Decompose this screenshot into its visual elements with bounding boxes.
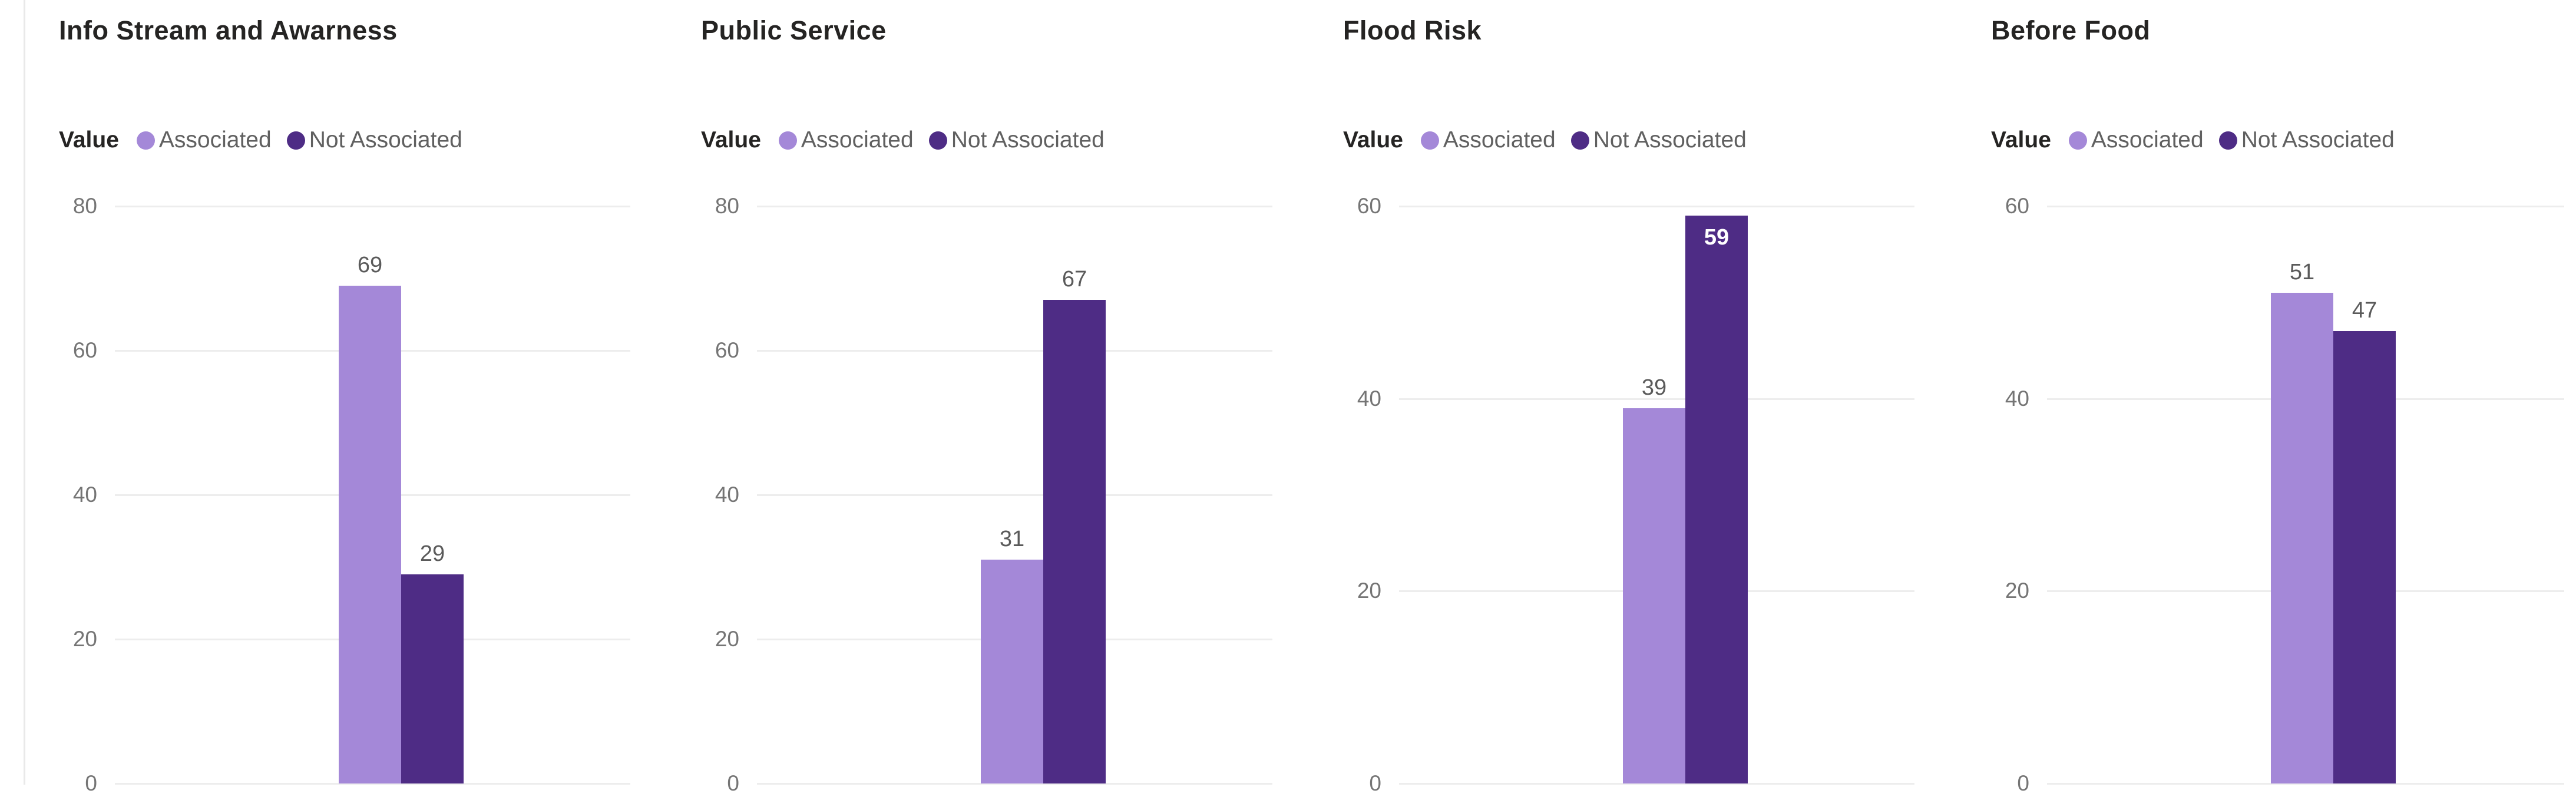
bar-value-label: 69 bbox=[357, 252, 383, 277]
gridline bbox=[115, 783, 630, 785]
chart-legend: Value Associated Not Associated bbox=[1991, 127, 2410, 153]
gridline bbox=[2047, 206, 2564, 207]
bar-value-label: 67 bbox=[1062, 267, 1087, 292]
not-associated-dot-icon bbox=[1570, 131, 1589, 150]
bar-not-associated[interactable] bbox=[1685, 216, 1748, 783]
chart-title: Info Stream and Awarness bbox=[59, 15, 398, 45]
y-axis-tick-label: 0 bbox=[727, 771, 739, 795]
not-associated-dot-icon bbox=[928, 131, 947, 150]
legend-label: Associated bbox=[2091, 127, 2204, 153]
associated-dot-icon bbox=[2068, 131, 2087, 150]
not-associated-dot-icon bbox=[286, 131, 305, 150]
chart-info-stream-and-awarness: Info Stream and Awarness Value Associate… bbox=[35, 0, 642, 810]
gridline bbox=[1399, 783, 1914, 785]
legend-label: Not Associated bbox=[1593, 127, 1747, 153]
chart-legend: Value Associated Not Associated bbox=[59, 127, 478, 153]
legend-item-associated[interactable]: Associated bbox=[778, 127, 914, 153]
bar-not-associated[interactable] bbox=[1043, 300, 1106, 783]
bar-value-label: 29 bbox=[419, 541, 445, 566]
legend-title: Value bbox=[59, 127, 119, 153]
y-axis-tick-label: 40 bbox=[1357, 386, 1381, 411]
legend-item-not-associated[interactable]: Not Associated bbox=[1570, 127, 1747, 153]
not-associated-dot-icon bbox=[2218, 131, 2237, 150]
legend-label: Not Associated bbox=[2241, 127, 2395, 153]
chart-before-food: Before Food Value Associated Not Associa… bbox=[1967, 0, 2576, 810]
legend-title: Value bbox=[1343, 127, 1403, 153]
gridline bbox=[2047, 783, 2564, 785]
associated-dot-icon bbox=[1420, 131, 1439, 150]
y-axis-tick-label: 0 bbox=[85, 771, 97, 795]
associated-dot-icon bbox=[778, 131, 797, 150]
y-axis-tick-label: 0 bbox=[1369, 771, 1381, 795]
chart-legend: Value Associated Not Associated bbox=[701, 127, 1120, 153]
associated-dot-icon bbox=[136, 131, 155, 150]
bar-associated[interactable] bbox=[981, 560, 1043, 783]
legend-label: Associated bbox=[158, 127, 272, 153]
legend-item-not-associated[interactable]: Not Associated bbox=[928, 127, 1105, 153]
page-edge-line bbox=[24, 0, 25, 785]
legend-label: Associated bbox=[801, 127, 914, 153]
y-axis-tick-label: 60 bbox=[715, 338, 739, 362]
legend-item-associated[interactable]: Associated bbox=[1420, 127, 1556, 153]
bar-associated[interactable] bbox=[2271, 293, 2333, 783]
y-axis-tick-label: 40 bbox=[2005, 386, 2029, 411]
legend-label: Not Associated bbox=[309, 127, 462, 153]
bar-value-label: 31 bbox=[999, 527, 1025, 552]
gridline bbox=[757, 494, 1272, 496]
gridline bbox=[757, 206, 1272, 207]
bar-associated[interactable] bbox=[1623, 408, 1685, 783]
bar-value-label: 39 bbox=[1641, 375, 1667, 400]
plot-area: 0 20 40 60 80 31 67 bbox=[677, 0, 1284, 810]
y-axis-tick-label: 20 bbox=[715, 627, 739, 651]
bar-value-label: 47 bbox=[2352, 298, 2377, 323]
y-axis-tick-label: 80 bbox=[72, 194, 97, 218]
bar-associated[interactable] bbox=[339, 285, 401, 783]
bar-not-associated[interactable] bbox=[401, 574, 464, 783]
y-axis-tick-label: 0 bbox=[2017, 771, 2029, 795]
gridline bbox=[757, 783, 1272, 785]
legend-label: Associated bbox=[1443, 127, 1556, 153]
legend-item-associated[interactable]: Associated bbox=[2068, 127, 2204, 153]
y-axis-tick-label: 20 bbox=[1357, 578, 1381, 603]
bar-value-label: 51 bbox=[2289, 260, 2315, 285]
y-axis-tick-label: 60 bbox=[72, 338, 97, 362]
gridline bbox=[115, 206, 630, 207]
y-axis-tick-label: 80 bbox=[715, 194, 739, 218]
chart-title: Public Service bbox=[701, 15, 887, 45]
y-axis-tick-label: 40 bbox=[72, 482, 97, 507]
bar-not-associated[interactable] bbox=[2333, 331, 2396, 783]
y-axis-tick-label: 60 bbox=[2005, 194, 2029, 218]
legend-title: Value bbox=[1991, 127, 2051, 153]
gridline bbox=[757, 350, 1272, 352]
plot-area: 0 20 40 60 80 69 29 bbox=[35, 0, 642, 810]
y-axis-tick-label: 20 bbox=[2005, 578, 2029, 603]
chart-title: Flood Risk bbox=[1343, 15, 1482, 45]
legend-item-associated[interactable]: Associated bbox=[136, 127, 272, 153]
legend-label: Not Associated bbox=[951, 127, 1105, 153]
chart-public-service: Public Service Value Associated Not Asso… bbox=[677, 0, 1284, 810]
legend-item-not-associated[interactable]: Not Associated bbox=[2218, 127, 2395, 153]
legend-item-not-associated[interactable]: Not Associated bbox=[286, 127, 462, 153]
y-axis-tick-label: 20 bbox=[72, 627, 97, 651]
legend-title: Value bbox=[701, 127, 761, 153]
gridline bbox=[1399, 206, 1914, 207]
y-axis-tick-label: 60 bbox=[1357, 194, 1381, 218]
bar-value-label: 59 bbox=[1704, 225, 1730, 250]
plot-area: 0 20 40 60 51 47 bbox=[1967, 0, 2576, 810]
gridline bbox=[1399, 398, 1914, 400]
chart-flood-risk: Flood Risk Value Associated Not Associat… bbox=[1320, 0, 1926, 810]
chart-legend: Value Associated Not Associated bbox=[1343, 127, 1762, 153]
y-axis-tick-label: 40 bbox=[715, 482, 739, 507]
chart-title: Before Food bbox=[1991, 15, 2151, 45]
plot-area: 0 20 40 60 39 59 bbox=[1320, 0, 1926, 810]
